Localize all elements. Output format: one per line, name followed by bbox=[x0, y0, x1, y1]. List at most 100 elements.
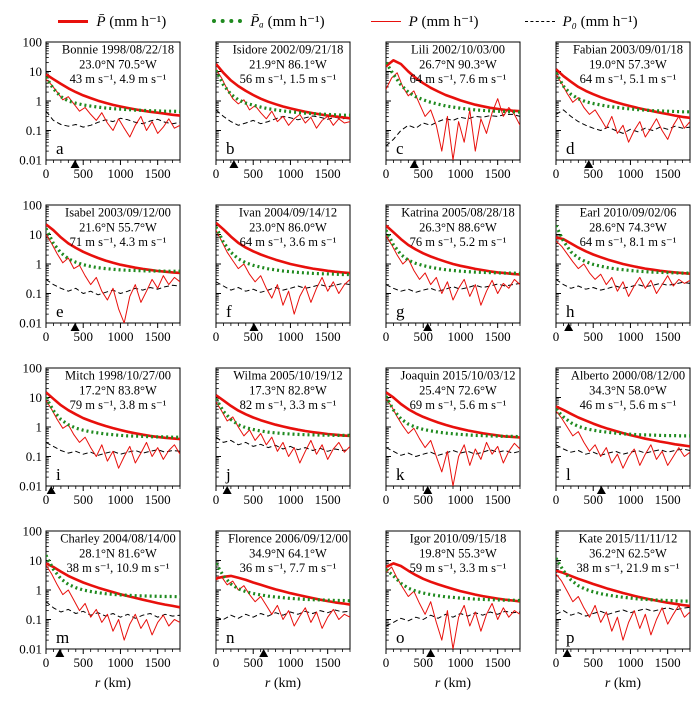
panel-speeds: 56 m s⁻¹, 1.5 m s⁻¹ bbox=[240, 72, 337, 86]
x-tick-label: 0 bbox=[383, 492, 390, 507]
panel-letter: p bbox=[566, 628, 575, 647]
triangle-marker bbox=[423, 486, 433, 494]
p-mean-line bbox=[216, 221, 350, 275]
p-line bbox=[556, 573, 690, 641]
x-tick-label: 500 bbox=[73, 655, 93, 670]
triangle-marker bbox=[70, 160, 80, 168]
x-tick-label: 500 bbox=[243, 166, 263, 181]
panel-title: Earl 2010/09/02/06 bbox=[580, 206, 677, 220]
p-a-line bbox=[556, 72, 690, 114]
x-tick-label: 1000 bbox=[617, 329, 643, 344]
panel-speeds: 38 m s⁻¹, 21.9 m s⁻¹ bbox=[577, 561, 680, 575]
panel-speeds: 64 m s⁻¹, 3.6 m s⁻¹ bbox=[240, 235, 337, 249]
panel-o: 0 500 1000 1500 r (km) o Igor 2010/09/15/1819.… bbox=[383, 530, 521, 691]
x-tick-label: 1000 bbox=[107, 166, 133, 181]
panel-speeds: 76 m s⁻¹, 5.2 m s⁻¹ bbox=[410, 235, 507, 249]
p-line bbox=[386, 72, 520, 160]
triangle-marker bbox=[584, 160, 594, 168]
panel-m: 100 10 1 0.1 0.010 500 1000 1500 r (km) m Charley … bbox=[19, 527, 181, 691]
panel-coords: 21.6°N 55.7°W bbox=[79, 221, 157, 235]
x-tick-label: 1000 bbox=[617, 166, 643, 181]
x-tick-label: 0 bbox=[213, 329, 220, 344]
y-tick-label: 100 bbox=[23, 38, 43, 50]
p0-line bbox=[46, 110, 180, 128]
legend-item-p-mean: P̄ (mm h⁻¹) bbox=[58, 12, 166, 31]
p-line bbox=[386, 235, 520, 306]
p-a-line bbox=[386, 395, 520, 439]
legend-label: P̄ₐ (mm h⁻¹) bbox=[250, 13, 325, 30]
p0-line bbox=[46, 601, 180, 619]
x-tick-label: 0 bbox=[213, 492, 220, 507]
p-mean-line bbox=[216, 574, 350, 606]
p-a-line bbox=[216, 397, 350, 438]
x-tick-label: 1500 bbox=[655, 655, 681, 670]
x-tick-label: 1000 bbox=[617, 655, 643, 670]
panel-coords: 28.6°N 74.3°W bbox=[589, 221, 667, 235]
panel-coords: 25.4°N 72.6°W bbox=[419, 384, 497, 398]
x-axis-label: r (km) bbox=[95, 676, 132, 691]
x-tick-label: 0 bbox=[43, 166, 50, 181]
x-axis-label: r (km) bbox=[435, 676, 472, 691]
y-tick-label: 0.1 bbox=[26, 612, 42, 627]
x-tick-label: 500 bbox=[583, 655, 603, 670]
triangle-marker bbox=[564, 323, 574, 331]
panel-letter: g bbox=[396, 302, 405, 321]
panel-title: Katrina 2005/08/28/18 bbox=[401, 206, 515, 220]
p0-line bbox=[216, 109, 350, 126]
p-mean-line bbox=[556, 405, 690, 448]
x-tick-label: 500 bbox=[243, 492, 263, 507]
x-axis-label: r (km) bbox=[265, 676, 302, 691]
x-tick-label: 500 bbox=[73, 329, 93, 344]
p-line bbox=[386, 566, 520, 649]
p-mean-line bbox=[386, 58, 520, 113]
x-tick-label: 500 bbox=[413, 166, 433, 181]
panel-p: 0 500 1000 1500 r (km) p Kate 2015/11/11/1236.… bbox=[553, 530, 691, 691]
x-tick-label: 1500 bbox=[485, 492, 511, 507]
p0-line bbox=[556, 606, 690, 617]
x-tick-label: 500 bbox=[413, 329, 433, 344]
legend-label: P₀ (mm h⁻¹) bbox=[562, 13, 638, 30]
x-tick-label: 1000 bbox=[277, 329, 303, 344]
x-tick-label: 0 bbox=[553, 329, 560, 344]
p-line bbox=[216, 401, 350, 464]
y-tick-label: 0.1 bbox=[26, 449, 42, 464]
p-mean-line bbox=[386, 562, 520, 603]
x-tick-label: 0 bbox=[213, 166, 220, 181]
y-tick-label: 10 bbox=[29, 553, 42, 568]
x-tick-label: 0 bbox=[213, 655, 220, 670]
p-line bbox=[46, 78, 180, 138]
panel-title: Igor 2010/09/15/18 bbox=[410, 532, 507, 546]
x-axis-label: r (km) bbox=[605, 676, 642, 691]
panel-title: Joaquin 2015/10/03/12 bbox=[401, 369, 516, 383]
x-tick-label: 0 bbox=[383, 329, 390, 344]
panel-title: Alberto 2000/08/12/00 bbox=[571, 369, 685, 383]
y-tick-label: 10 bbox=[29, 64, 42, 79]
x-tick-label: 1000 bbox=[277, 655, 303, 670]
p0-line bbox=[216, 609, 350, 620]
x-tick-label: 0 bbox=[553, 166, 560, 181]
p0-line bbox=[556, 109, 690, 134]
p-line bbox=[216, 229, 350, 315]
triangle-marker bbox=[55, 649, 65, 657]
y-tick-label: 1 bbox=[36, 257, 43, 272]
panel-letter: e bbox=[56, 302, 64, 321]
x-tick-label: 1500 bbox=[655, 166, 681, 181]
panel-l: 0 500 1000 1500 l Alberto 2000/08/12/0034.3°N… bbox=[553, 367, 691, 507]
panel-coords: 23.0°N 70.5°W bbox=[79, 58, 157, 72]
x-tick-label: 1500 bbox=[315, 492, 341, 507]
x-tick-label: 500 bbox=[413, 655, 433, 670]
panel-letter: f bbox=[226, 302, 232, 321]
y-tick-label: 0.01 bbox=[19, 479, 42, 494]
panel-coords: 23.0°N 86.0°W bbox=[249, 221, 327, 235]
dotted-green-line-icon bbox=[212, 19, 243, 23]
x-tick-label: 500 bbox=[73, 166, 93, 181]
y-tick-label: 10 bbox=[29, 390, 42, 405]
x-tick-label: 1500 bbox=[485, 655, 511, 670]
x-tick-label: 1500 bbox=[655, 492, 681, 507]
panel-speeds: 46 m s⁻¹, 5.6 m s⁻¹ bbox=[580, 398, 677, 412]
y-tick-label: 100 bbox=[23, 364, 43, 376]
legend-label: P (mm h⁻¹) bbox=[408, 13, 479, 30]
y-tick-label: 10 bbox=[29, 227, 42, 242]
